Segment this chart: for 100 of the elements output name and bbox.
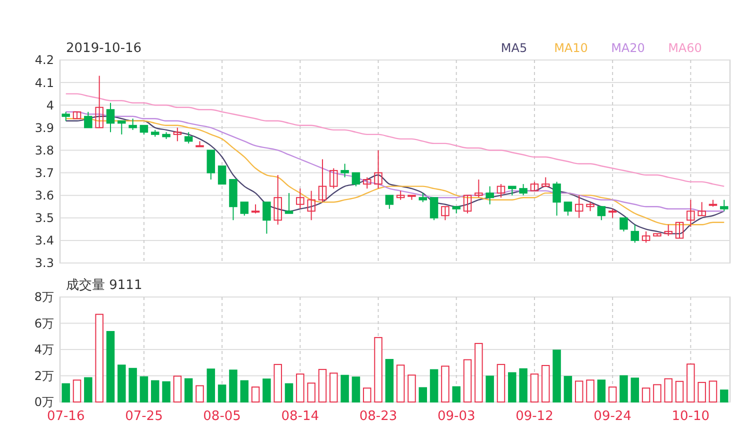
bar	[229, 370, 238, 402]
candlestick	[597, 206, 606, 221]
bar	[362, 388, 372, 402]
bar	[508, 372, 516, 402]
candlestick	[330, 168, 338, 190]
x-tick-label: 07-25	[125, 409, 163, 424]
x-tick-label: 07-16	[46, 409, 85, 424]
text: MA10	[554, 41, 588, 55]
bar	[251, 386, 260, 402]
candlestick	[352, 172, 360, 187]
y-tick-label: 3.3	[34, 256, 54, 270]
candlestick	[173, 127, 182, 142]
bar	[218, 384, 226, 402]
bar	[408, 374, 416, 402]
candlestick	[463, 194, 472, 214]
bar	[396, 364, 405, 402]
candlestick	[486, 186, 494, 205]
bar	[296, 374, 304, 402]
x-tick-label: 08-05	[203, 409, 241, 424]
text: MA5	[500, 41, 528, 55]
candlestick	[374, 150, 382, 190]
bar	[118, 364, 126, 402]
y-tick-label: 4.2	[34, 53, 54, 68]
candlestick	[642, 230, 650, 244]
bar	[206, 368, 216, 402]
bar	[608, 386, 617, 402]
chart-title: 成交量 9111	[66, 277, 142, 293]
candlestick	[106, 102, 115, 133]
candlestick	[608, 208, 617, 218]
x-tick-label: 08-23	[359, 409, 398, 424]
y-tick-label: 4.1	[34, 76, 54, 90]
candlestick	[218, 166, 226, 185]
candlestick	[530, 181, 539, 192]
candlestick	[362, 176, 372, 190]
candlestick	[128, 118, 137, 130]
bar	[340, 374, 349, 402]
bar	[519, 368, 528, 402]
bar	[530, 374, 539, 402]
bar	[418, 387, 428, 402]
bar	[274, 364, 282, 402]
text: MA20	[611, 41, 645, 55]
bar	[496, 364, 506, 402]
bar	[630, 378, 640, 402]
bar	[173, 376, 182, 402]
candlestick	[698, 202, 706, 216]
y-tick-label: 3.4	[34, 234, 54, 248]
candlestick	[564, 202, 572, 216]
bar	[240, 380, 248, 402]
bar	[150, 380, 160, 402]
bar	[352, 376, 360, 402]
candlestick	[720, 199, 728, 212]
candlestick	[574, 194, 584, 218]
bar	[664, 378, 672, 402]
candlestick	[95, 75, 104, 128]
bar	[430, 369, 438, 402]
candlestick	[508, 186, 516, 196]
y-tick-label: 8万	[34, 290, 54, 304]
candlestick	[296, 188, 304, 210]
bar	[441, 366, 450, 402]
y-tick-label: 3.7	[34, 166, 54, 180]
candlestick	[284, 192, 294, 214]
candlestick	[251, 204, 260, 214]
candlestick	[675, 222, 684, 239]
bar	[162, 381, 170, 402]
bar	[72, 380, 82, 402]
candlestick	[552, 181, 561, 216]
candlestick	[140, 124, 148, 135]
bar	[574, 380, 584, 402]
bar	[318, 368, 327, 402]
candlestick	[474, 179, 483, 198]
bar	[385, 358, 394, 402]
bar	[720, 390, 728, 402]
candlestick	[664, 224, 672, 236]
y-tick-label: 3.8	[34, 143, 54, 158]
bar	[128, 368, 137, 402]
candlestick	[496, 184, 506, 198]
candlestick	[340, 163, 349, 178]
y-tick-label: 6万	[34, 316, 54, 330]
bar	[552, 350, 561, 402]
y-tick-label: 4	[46, 98, 54, 112]
x-tick-label: 08-14	[281, 409, 320, 424]
candlestick	[274, 174, 282, 226]
bar	[95, 314, 104, 402]
candlestick	[206, 150, 216, 180]
bar	[330, 372, 338, 402]
bar	[463, 359, 472, 402]
bar	[542, 365, 550, 402]
candlestick	[307, 190, 316, 221]
x-tick-label: 09-12	[516, 409, 554, 424]
candlestick	[396, 190, 405, 200]
bar	[698, 382, 706, 402]
bar	[374, 337, 382, 402]
line-series	[65, 93, 725, 187]
bar	[653, 384, 662, 402]
bar	[284, 383, 294, 402]
y-tick-label: 3.5	[34, 211, 54, 226]
candlestick	[519, 184, 528, 196]
candlestick	[630, 224, 640, 244]
x-tick-label: 10-10	[672, 409, 710, 424]
chart-title: 2019-10-16	[66, 41, 142, 56]
